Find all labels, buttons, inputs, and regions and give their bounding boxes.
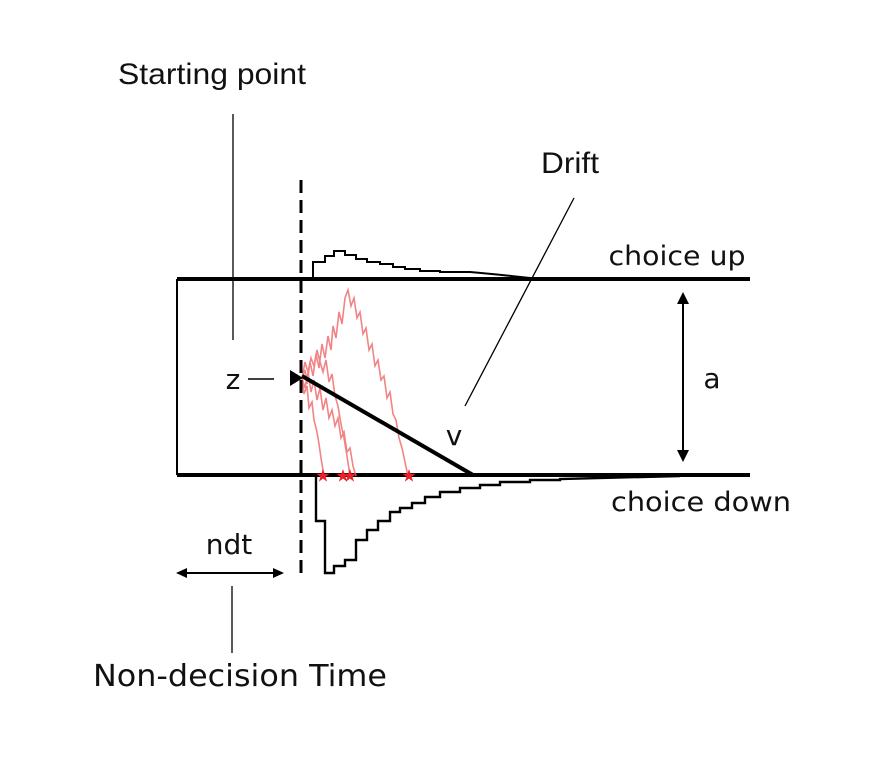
decision-star: [316, 469, 330, 482]
choice-up-label: choice up: [609, 241, 746, 272]
v-label: v: [446, 419, 463, 452]
diffusion-trajectories: [301, 287, 409, 477]
ndt-arrow-head-right: [273, 568, 284, 578]
starting-point-label: Starting point: [118, 58, 307, 91]
a-arrow-head-down: [677, 450, 689, 462]
ndt-label: ndt: [206, 528, 253, 561]
trajectory-path: [301, 349, 351, 477]
drift-callout: [464, 197, 575, 407]
decision-star: [402, 469, 416, 482]
trajectory-path: [301, 377, 325, 477]
non-decision-time-label: Non-decision Time: [93, 659, 387, 694]
ndt-arrow-head-left: [176, 568, 187, 578]
decision-star: [343, 469, 357, 482]
decision-stars: [316, 469, 416, 482]
starting-point-marker: [290, 370, 303, 386]
z-label: z: [226, 363, 241, 396]
a-arrow-head-up: [677, 292, 689, 304]
upper-rt-histogram: [312, 250, 531, 279]
trajectory-path: [301, 287, 409, 477]
choice-down-label: choice down: [611, 487, 791, 518]
drift-label: Drift: [541, 147, 600, 180]
decision-star: [336, 469, 350, 482]
drift-line: [300, 374, 475, 477]
a-label: a: [703, 362, 720, 395]
lower-rt-histogram: [314, 474, 681, 575]
